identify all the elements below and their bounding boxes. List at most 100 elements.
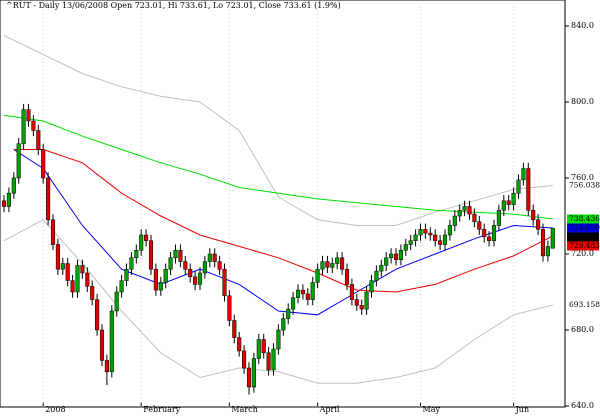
x-tick-label: Jun <box>515 405 530 414</box>
candle-body <box>364 291 369 310</box>
value-label: 738.436 <box>569 214 600 223</box>
candle-body <box>501 200 506 211</box>
candle-body <box>21 109 26 145</box>
candle-body <box>60 263 65 270</box>
candle-body <box>462 206 467 211</box>
candle-body <box>310 282 315 300</box>
y-tick-label: 720.0 <box>571 249 594 258</box>
candle-body <box>173 249 178 259</box>
candle-body <box>315 268 320 283</box>
candle-body <box>227 295 232 321</box>
candle-body <box>90 286 95 300</box>
overlay-line <box>3 219 553 384</box>
candle-body <box>80 265 85 274</box>
overlay-line <box>13 149 553 316</box>
candle-body <box>291 297 296 310</box>
candle-body <box>237 337 242 352</box>
candle-body <box>295 289 301 298</box>
candle-body <box>276 329 281 350</box>
candle-body <box>1 200 7 207</box>
y-tick-label: 680.0 <box>571 325 594 334</box>
candle-body <box>413 234 418 241</box>
candle-body <box>300 289 305 295</box>
candle-body <box>222 268 227 297</box>
y-tick-label: 760.0 <box>571 173 594 182</box>
candle-body <box>183 261 188 270</box>
y-tick-label: 800.0 <box>571 97 594 106</box>
candle-body <box>148 240 154 270</box>
candle-body <box>491 225 497 241</box>
candle-body <box>320 261 325 270</box>
candle-body <box>50 219 56 245</box>
candle-body <box>526 168 531 211</box>
value-label: 729.483 <box>569 241 600 250</box>
candle-body <box>197 272 203 285</box>
candle-body <box>286 308 291 319</box>
overlay-line <box>13 149 554 293</box>
candle-body <box>379 265 384 272</box>
candle-body <box>408 240 413 245</box>
value-label: 693.158 <box>569 300 600 309</box>
value-label: 733.61 <box>569 232 595 241</box>
candle-body <box>335 257 340 264</box>
value-box <box>567 232 599 242</box>
candle-body <box>109 310 114 373</box>
candle-body <box>6 192 11 207</box>
candle-body <box>168 257 173 270</box>
candle-body <box>374 270 379 281</box>
candle-body <box>134 249 139 259</box>
candle-body <box>266 352 271 371</box>
candle-body <box>207 253 212 262</box>
candle-body <box>70 280 75 293</box>
candle-body <box>393 253 399 260</box>
candle-body <box>531 210 536 221</box>
value-label: 733.699 <box>569 223 600 232</box>
candle-body <box>423 229 428 234</box>
candle-body <box>65 263 70 281</box>
candle-body <box>193 276 198 285</box>
candle-body <box>217 261 222 270</box>
candle-body <box>281 318 286 331</box>
candle-body <box>232 320 237 338</box>
plot-frame <box>0 0 566 408</box>
candle-body <box>212 253 217 262</box>
candle-body <box>99 329 105 361</box>
candle-body <box>550 227 555 249</box>
candle-body <box>516 179 521 194</box>
overlay-line <box>3 35 553 226</box>
candle-body <box>369 280 374 293</box>
candle-body <box>36 130 41 150</box>
candle-body <box>540 229 546 257</box>
candle-body <box>467 206 472 215</box>
candle-body <box>536 219 541 230</box>
candle-body <box>26 109 31 122</box>
candle-body <box>325 261 330 268</box>
candle-body <box>75 265 80 293</box>
x-tick-label: April <box>319 405 340 414</box>
value-label: 756.038 <box>569 181 600 190</box>
candle-body <box>104 360 109 373</box>
value-box <box>567 223 599 233</box>
candle-body <box>359 305 364 310</box>
candle-body <box>403 244 408 251</box>
candle-body <box>354 299 359 306</box>
candle-body <box>506 200 511 205</box>
candle-body <box>457 210 462 217</box>
candle-body <box>438 240 443 245</box>
candle-body <box>398 249 403 260</box>
chart-title: ^RUT - Daily 13/06/2008 Open 723.01, Hi … <box>6 1 341 10</box>
candle-body <box>46 177 51 221</box>
candle-body <box>271 348 276 371</box>
candle-body <box>139 234 144 251</box>
candle-body <box>452 215 457 226</box>
value-box <box>567 214 599 224</box>
candle-body <box>305 293 310 300</box>
candle-body <box>144 234 149 241</box>
y-tick-label: 640.0 <box>571 401 594 410</box>
candle-body <box>545 246 550 257</box>
candle-body <box>472 213 477 222</box>
candle-body <box>433 234 438 241</box>
candle-body <box>178 249 183 262</box>
y-tick-label: 840.0 <box>571 21 594 30</box>
